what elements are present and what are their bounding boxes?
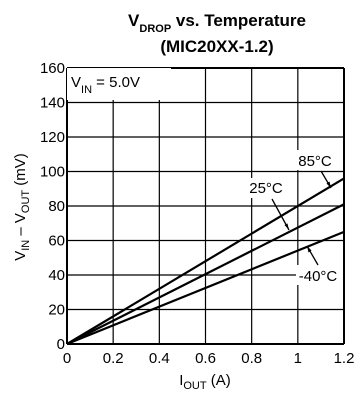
xlabel-rest: (A) <box>207 372 231 389</box>
tick-labels: 0 0.2 0.4 0.6 0.8 1 1.2 0 20 40 60 80 100 120 140 160 <box>40 60 354 367</box>
condition-rest: = 5.0V <box>92 74 140 91</box>
title-sub: DROP <box>139 23 171 35</box>
annotation-85c-label: 85°C <box>298 153 332 170</box>
y-tick-label: 160 <box>40 60 65 77</box>
annotation-85c-arrowhead <box>326 181 331 188</box>
y-tick-label: 20 <box>48 302 65 319</box>
x-tick-label: 0.2 <box>103 350 124 367</box>
condition-background <box>67 68 171 100</box>
x-tick-label: 1.2 <box>334 350 355 367</box>
y-tick-label: 40 <box>48 267 65 284</box>
series-line-2 <box>66 230 345 346</box>
y-tick-label: 0 <box>57 336 65 353</box>
condition-label: VIN = 5.0V <box>71 74 140 96</box>
ylabel-p3: (mV) <box>12 153 29 190</box>
annotation-25c: 25°C <box>245 178 290 231</box>
ylabel-s1: IN <box>20 240 32 251</box>
chart-subtitle: (MIC20XX-1.2) <box>160 37 273 56</box>
condition-main: V <box>71 74 81 91</box>
y-tick-label: 80 <box>48 198 65 215</box>
x-tick-label: 0.8 <box>241 350 262 367</box>
annotation-neg40c-bg <box>296 265 343 285</box>
y-tick-label: 100 <box>40 164 65 181</box>
x-tick-label: 0.4 <box>149 350 170 367</box>
y-tick-label: 120 <box>40 129 65 146</box>
annotation-neg40c-arrowhead <box>307 246 312 253</box>
x-tick-label: 1 <box>294 350 302 367</box>
title-rest: vs. Temperature <box>171 11 306 30</box>
y-tick-label: 60 <box>48 233 65 250</box>
ylabel-s2: OUT <box>20 190 32 214</box>
annotation-25c-bg <box>245 178 287 198</box>
ylabel-p2: – V <box>12 213 29 240</box>
xlabel-sub: OUT <box>183 380 207 392</box>
series-line-1 <box>66 203 345 345</box>
condition-sub: IN <box>81 84 92 96</box>
annotation-neg40c-label: -40°C <box>299 268 338 285</box>
annotation-25c-label: 25°C <box>249 180 283 197</box>
y-tick-label: 140 <box>40 95 65 112</box>
annotation-85c: 85°C <box>292 150 338 189</box>
series-line-0 <box>66 177 345 345</box>
x-tick-label: 0 <box>63 350 71 367</box>
annotation-85c-bg <box>292 150 338 170</box>
x-tick-label: 0.6 <box>195 350 216 367</box>
xlabel-main: I <box>179 372 183 389</box>
chart-title: VDROP vs. Temperature <box>128 11 306 35</box>
ylabel-p1: V <box>12 251 29 261</box>
grid <box>66 67 345 345</box>
series-lines <box>66 177 345 346</box>
title-main: V <box>128 11 140 30</box>
annotation-neg40c: -40°C <box>296 245 343 285</box>
y-axis-label: VIN – VOUT (mV) <box>12 153 32 261</box>
x-axis-label: IOUT (A) <box>179 372 231 392</box>
annotation-25c-arrowhead <box>284 223 289 230</box>
